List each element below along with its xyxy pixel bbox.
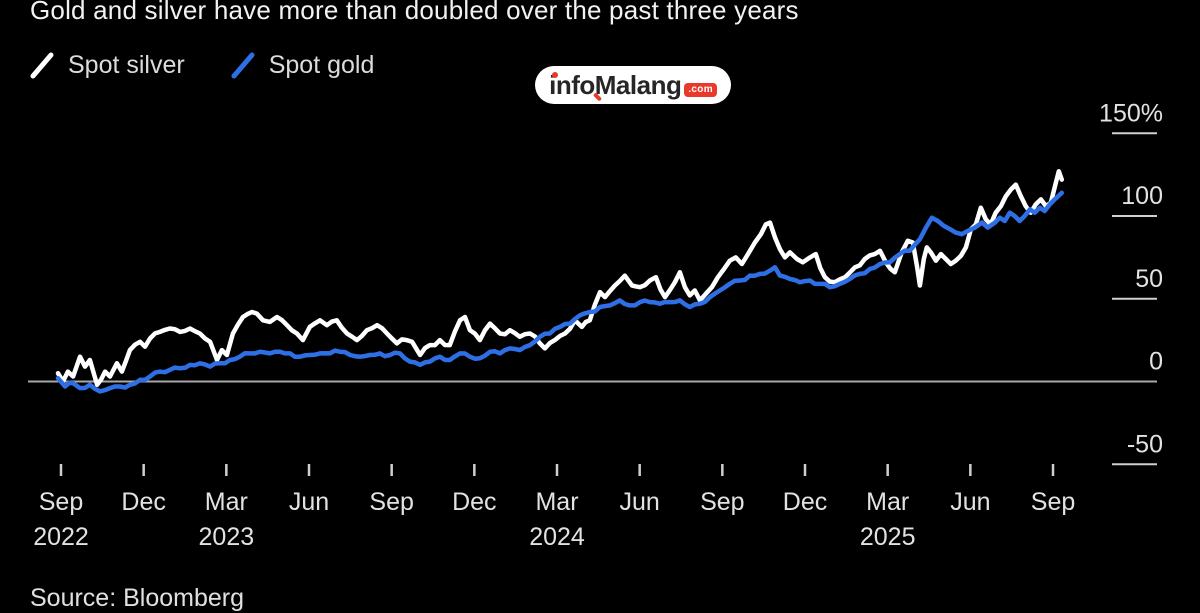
x-tick-label: Mar	[205, 488, 248, 516]
page: { "title": "Gold and silver have more th…	[28, 0, 1163, 612]
y-tick-label: 100	[1121, 182, 1163, 210]
gold-line-icon	[231, 52, 255, 79]
x-tick-label: Jun	[289, 488, 329, 516]
x-tick-label: Mar	[535, 488, 578, 516]
x-tick-label: Sep	[700, 488, 744, 516]
x-tick-label: Dec	[783, 488, 827, 516]
y-tick-label: 0	[1149, 348, 1163, 376]
x-tick-label: Mar	[866, 488, 909, 516]
x-year-label: 2022	[33, 523, 89, 551]
red-i-dot	[552, 72, 559, 78]
watermark-suffix: Malang	[594, 70, 682, 100]
x-tick-label: Jun	[950, 488, 990, 516]
y-tick-label: -50	[1127, 430, 1163, 458]
silver-line-icon	[30, 52, 54, 79]
legend: Spot silver Spot gold	[30, 49, 374, 81]
chart-canvas: 150% 100 50 0 -50 Sep Dec Mar Jun Sep Dec Mar Jun Sep…	[28, 99, 1163, 551]
watermark-brand: info Malang .com	[549, 70, 717, 102]
x-tick-label: Dec	[121, 488, 165, 516]
legend-label-spot-silver: Spot silver	[68, 50, 185, 79]
watermark-tld-badge: .com	[684, 83, 717, 97]
chart-title: Gold and silver have more than doubled o…	[30, 0, 799, 25]
legend-item-spot-silver: Spot silver	[30, 49, 185, 81]
x-tick-label: Dec	[452, 488, 496, 516]
legend-label-spot-gold: Spot gold	[268, 50, 375, 79]
x-tick-label: Sep	[369, 488, 413, 516]
gold-line	[55, 190, 1065, 394]
y-tick-label: 150%	[1099, 99, 1163, 127]
y-tick-label: 50	[1135, 265, 1163, 293]
legend-item-spot-gold: Spot gold	[231, 49, 375, 81]
watermark-logo: info Malang .com	[535, 66, 731, 104]
silver-line	[55, 169, 1065, 388]
x-year-label: 2023	[199, 523, 255, 551]
x-year-label: 2025	[860, 523, 916, 551]
x-tick-label: Jun	[620, 488, 660, 516]
source-label: Source: Bloomberg	[30, 584, 245, 612]
x-year-label: 2024	[529, 523, 585, 551]
x-tick-label: Sep	[1031, 488, 1075, 516]
x-tick-label: Sep	[39, 488, 83, 516]
